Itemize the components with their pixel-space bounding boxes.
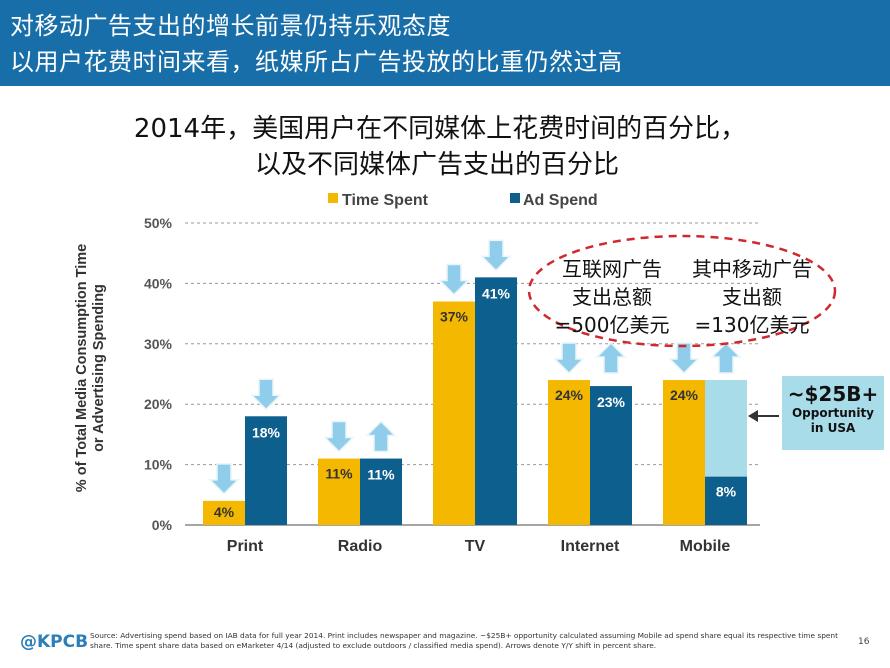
arrow-time-spent-mobile (668, 342, 700, 375)
legend-label-time-spent: Time Spent (342, 192, 429, 209)
arrow-ad-spend-radio (365, 420, 397, 453)
kpcb-logo: @KPCB (20, 632, 89, 652)
data-label-time-spent-print: 4% (214, 504, 235, 520)
y-tick-label: 30% (144, 336, 173, 352)
y-tick-label: 50% (144, 215, 173, 231)
annotation-internet-total: 支出总额 (572, 285, 652, 309)
y-tick-label: 20% (144, 396, 173, 412)
data-label-ad-spend-print: 18% (252, 424, 281, 440)
annotation-mobile-spend: =130亿美元 (695, 313, 810, 337)
arrow-time-spent-print (208, 463, 240, 495)
data-label-ad-spend-mobile: 8% (716, 484, 737, 500)
arrow-ad-spend-tv (480, 239, 512, 272)
bar-time-spent-tv (433, 301, 475, 525)
legend-swatch-time-spent (328, 193, 338, 203)
x-tick-label-tv: TV (465, 538, 486, 555)
chart-title-line-2: 以及不同媒体广告支出的百分比 (254, 150, 619, 180)
x-tick-label-internet: Internet (561, 538, 620, 555)
data-label-ad-spend-radio: 11% (367, 467, 395, 483)
arrow-time-spent-tv (438, 263, 470, 296)
y-axis-label: % of Total Media Consumption Time (74, 244, 90, 492)
annotation-ellipse (527, 234, 837, 348)
chart-title-line-1: 2014年，美国用户在不同媒体上花费时间的百分比， (133, 114, 747, 144)
arrow-time-spent-radio (323, 420, 355, 453)
header-line-2: 以用户花费时间来看，纸媒所占广告投放的比重仍然过高 (10, 48, 623, 76)
bar-ad-spend-radio (360, 458, 402, 525)
bar-ad-spend-mobile (705, 476, 747, 525)
y-axis-label: or Advertising Spending (91, 284, 107, 452)
data-label-time-spent-mobile: 24% (670, 387, 699, 403)
data-label-time-spent-radio: 11% (325, 466, 353, 482)
x-tick-label-mobile: Mobile (680, 538, 731, 555)
legend-swatch-ad-spend (510, 193, 520, 203)
opportunity-label-2: in USA (810, 421, 856, 435)
arrow-ad-spend-mobile (710, 341, 742, 374)
annotation-internet-total: 互联网广告 (562, 257, 662, 281)
arrow-ad-spend-internet (595, 341, 627, 374)
opportunity-pointer-head (748, 410, 758, 422)
annotation-mobile-spend: 其中移动广告 (692, 257, 812, 281)
x-tick-label-print: Print (227, 538, 264, 555)
legend-label-ad-spend: Ad Spend (523, 192, 598, 209)
data-label-ad-spend-tv: 41% (482, 285, 511, 301)
bar-time-spent-internet (548, 380, 590, 525)
x-tick-label-radio: Radio (338, 538, 383, 555)
source-note: Source: Advertising spend based on IAB d… (90, 631, 839, 650)
data-label-time-spent-internet: 24% (555, 387, 584, 403)
y-tick-label: 10% (144, 457, 173, 473)
arrow-time-spent-internet (553, 342, 585, 375)
data-label-ad-spend-internet: 23% (597, 394, 626, 410)
annotation-mobile-spend: 支出额 (722, 285, 782, 309)
y-tick-label: 0% (152, 517, 173, 533)
bar-time-spent-radio (318, 458, 360, 525)
bar-ad-spend-tv (475, 277, 517, 525)
opportunity-box: ~$25B+ Opportunity in USA (782, 376, 884, 450)
data-label-time-spent-tv: 37% (440, 309, 469, 325)
slide-header: 对移动广告支出的增长前景仍持乐观态度 以用户花费时间来看，纸媒所占广告投放的比重… (0, 0, 890, 86)
header-line-1: 对移动广告支出的增长前景仍持乐观态度 (10, 12, 451, 40)
page-number: 16 (858, 637, 870, 647)
opportunity-label-1: Opportunity (791, 406, 875, 420)
opportunity-amount: ~$25B+ (787, 382, 879, 406)
arrow-ad-spend-print (250, 378, 282, 411)
bar-ad-spend-internet (590, 386, 632, 525)
bar-ad-spend-print (245, 416, 287, 525)
bar-time-spent-mobile (663, 380, 705, 525)
annotation-internet-total: =500亿美元 (555, 313, 670, 337)
bar-time-spent-print (203, 500, 245, 525)
y-tick-label: 40% (144, 275, 173, 291)
